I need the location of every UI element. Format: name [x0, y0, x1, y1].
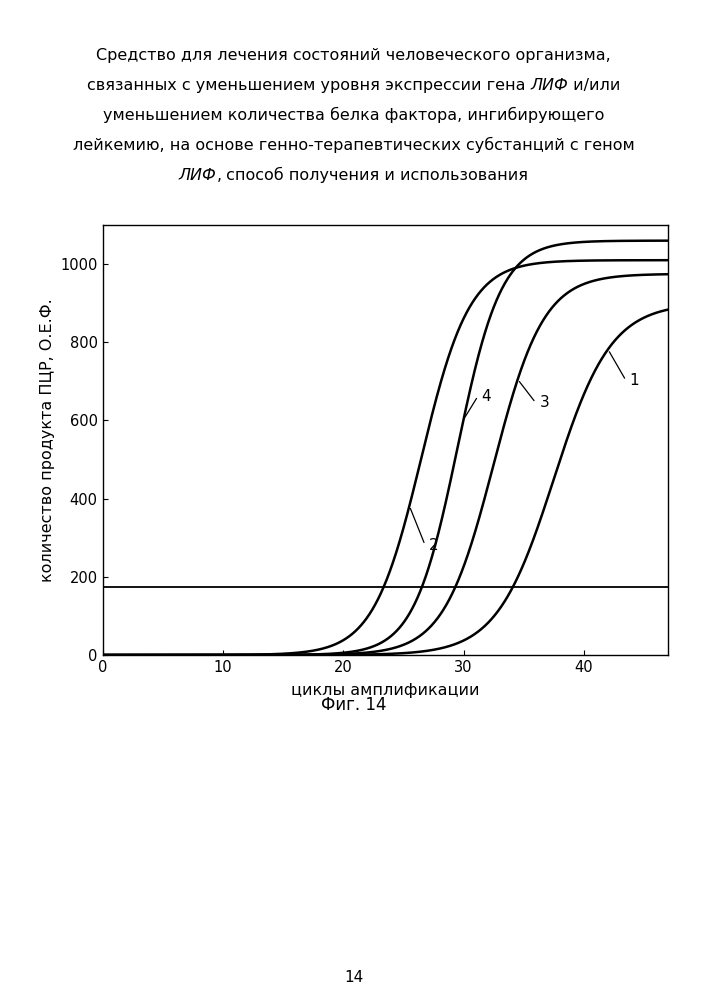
Text: ЛИФ: ЛИФ: [179, 168, 216, 183]
Text: лейкемию, на основе генно-терапевтических субстанций с геном: лейкемию, на основе генно-терапевтически…: [73, 137, 634, 153]
Text: уменьшением количества белка фактора, ингибирующего: уменьшением количества белка фактора, ин…: [103, 107, 604, 123]
Text: 2: 2: [428, 538, 438, 553]
Text: 14: 14: [344, 970, 363, 986]
Text: 3: 3: [539, 395, 549, 410]
Y-axis label: количество продукта ПЦР, О.Е.Ф.: количество продукта ПЦР, О.Е.Ф.: [40, 298, 54, 582]
Text: Фиг. 14: Фиг. 14: [321, 696, 386, 714]
Text: и/или: и/или: [568, 78, 620, 93]
Text: 4: 4: [481, 389, 491, 404]
X-axis label: циклы амплификации: циклы амплификации: [291, 683, 479, 698]
Text: Средство для лечения состояний человеческого организма,: Средство для лечения состояний человечес…: [96, 48, 611, 63]
Text: связанных с уменьшением уровня экспрессии гена: связанных с уменьшением уровня экспресси…: [87, 78, 530, 93]
Text: 1: 1: [630, 373, 639, 388]
Text: ЛИФ: ЛИФ: [530, 78, 568, 93]
Text: способ получения и использования: способ получения и использования: [221, 167, 528, 183]
Text: ,: ,: [216, 168, 221, 183]
